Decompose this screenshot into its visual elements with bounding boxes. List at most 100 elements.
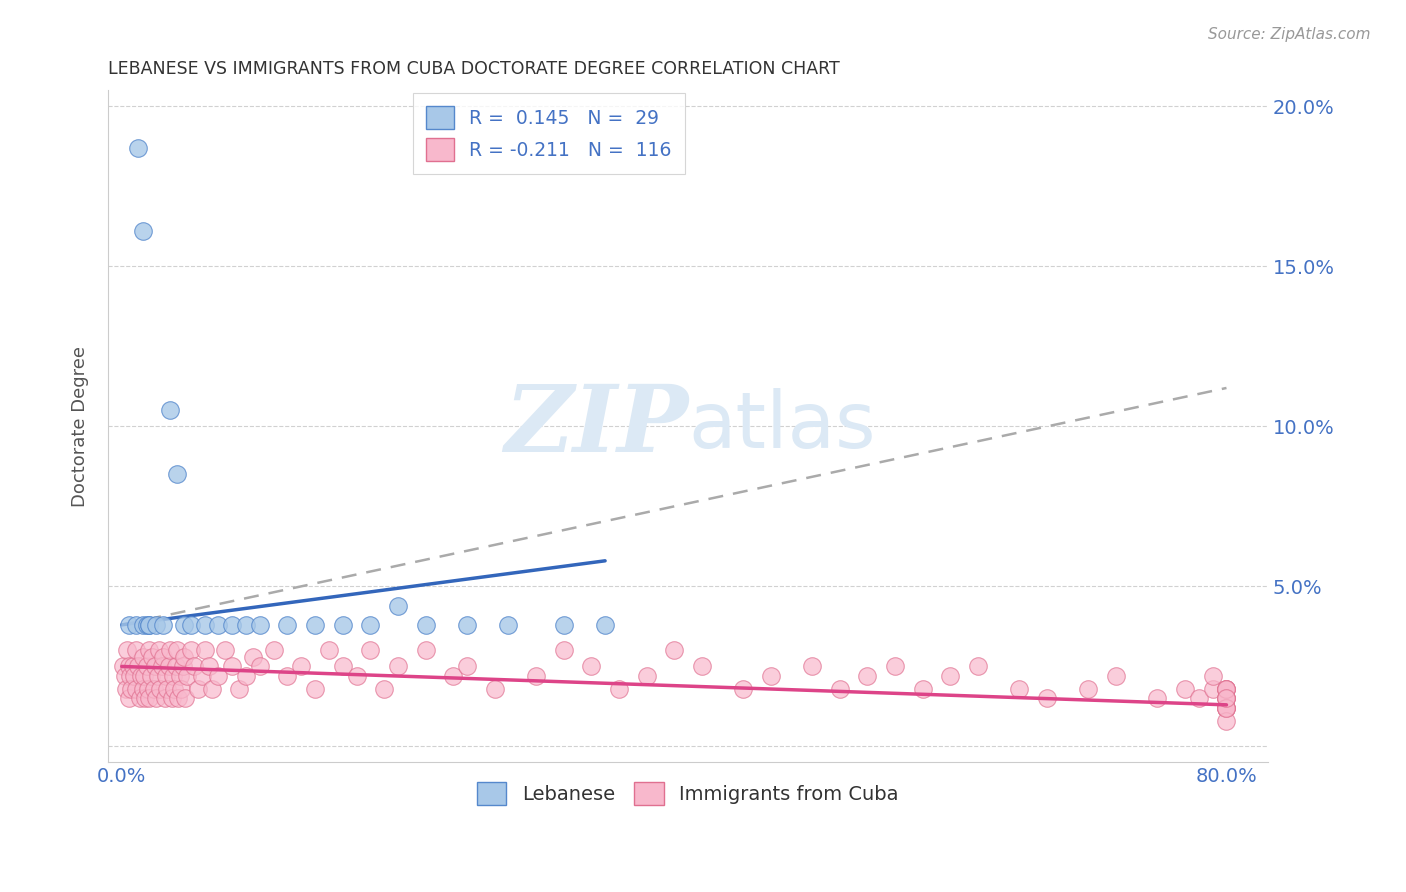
- Point: [131, 617, 153, 632]
- Point: [150, 659, 173, 673]
- Point: [359, 617, 381, 632]
- Point: [120, 669, 142, 683]
- Point: [124, 617, 146, 632]
- Point: [194, 643, 217, 657]
- Point: [127, 659, 149, 673]
- Point: [498, 617, 520, 632]
- Point: [332, 617, 354, 632]
- Point: [135, 617, 157, 632]
- Point: [191, 669, 214, 683]
- Point: [911, 681, 934, 696]
- Point: [484, 681, 506, 696]
- Point: [662, 643, 685, 657]
- Point: [967, 659, 990, 673]
- Point: [1215, 691, 1237, 706]
- Point: [138, 617, 160, 632]
- Point: [1201, 669, 1223, 683]
- Point: [346, 669, 368, 683]
- Point: [1215, 681, 1237, 696]
- Point: [183, 659, 205, 673]
- Point: [1174, 681, 1197, 696]
- Point: [159, 643, 181, 657]
- Point: [456, 659, 478, 673]
- Y-axis label: Doctorate Degree: Doctorate Degree: [72, 346, 89, 507]
- Point: [170, 681, 193, 696]
- Point: [387, 599, 409, 613]
- Point: [228, 681, 250, 696]
- Point: [304, 617, 326, 632]
- Point: [152, 617, 174, 632]
- Point: [553, 617, 575, 632]
- Point: [441, 669, 464, 683]
- Point: [1201, 681, 1223, 696]
- Point: [115, 681, 138, 696]
- Point: [167, 691, 190, 706]
- Point: [593, 617, 616, 632]
- Point: [1008, 681, 1031, 696]
- Point: [856, 669, 879, 683]
- Point: [127, 141, 149, 155]
- Point: [180, 643, 202, 657]
- Point: [318, 643, 340, 657]
- Point: [121, 659, 143, 673]
- Point: [194, 617, 217, 632]
- Point: [174, 691, 197, 706]
- Point: [939, 669, 962, 683]
- Point: [553, 643, 575, 657]
- Point: [114, 669, 136, 683]
- Point: [129, 669, 152, 683]
- Point: [249, 659, 271, 673]
- Point: [276, 669, 298, 683]
- Point: [276, 617, 298, 632]
- Point: [733, 681, 755, 696]
- Point: [138, 617, 160, 632]
- Point: [1146, 691, 1168, 706]
- Point: [169, 669, 191, 683]
- Point: [1215, 701, 1237, 715]
- Point: [124, 681, 146, 696]
- Point: [118, 617, 141, 632]
- Point: [173, 649, 195, 664]
- Point: [139, 669, 162, 683]
- Point: [163, 681, 186, 696]
- Point: [235, 617, 257, 632]
- Point: [146, 669, 169, 683]
- Point: [1215, 701, 1237, 715]
- Point: [207, 669, 229, 683]
- Point: [159, 403, 181, 417]
- Point: [1215, 681, 1237, 696]
- Point: [290, 659, 312, 673]
- Point: [187, 681, 209, 696]
- Point: [152, 649, 174, 664]
- Point: [149, 681, 172, 696]
- Point: [166, 643, 188, 657]
- Point: [143, 659, 166, 673]
- Point: [135, 659, 157, 673]
- Point: [214, 643, 236, 657]
- Point: [759, 669, 782, 683]
- Point: [136, 681, 159, 696]
- Point: [1215, 681, 1237, 696]
- Point: [165, 659, 187, 673]
- Point: [373, 681, 395, 696]
- Point: [148, 643, 170, 657]
- Point: [138, 691, 160, 706]
- Text: ZIP: ZIP: [503, 382, 688, 471]
- Point: [145, 617, 167, 632]
- Point: [581, 659, 603, 673]
- Point: [1215, 701, 1237, 715]
- Point: [131, 649, 153, 664]
- Point: [249, 617, 271, 632]
- Point: [415, 643, 437, 657]
- Point: [801, 659, 824, 673]
- Point: [359, 643, 381, 657]
- Point: [221, 617, 243, 632]
- Point: [173, 617, 195, 632]
- Point: [884, 659, 907, 673]
- Point: [122, 669, 145, 683]
- Point: [131, 681, 153, 696]
- Point: [207, 617, 229, 632]
- Point: [1105, 669, 1128, 683]
- Point: [1188, 691, 1211, 706]
- Point: [138, 643, 160, 657]
